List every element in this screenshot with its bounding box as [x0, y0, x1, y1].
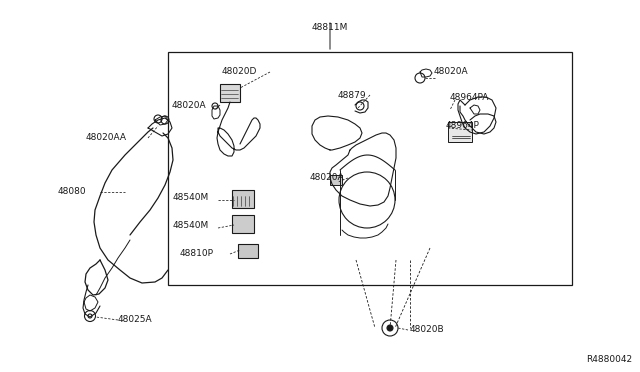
Text: 48811M: 48811M [312, 23, 348, 32]
Bar [168, 52, 572, 285]
Bar [220, 84, 240, 102]
Text: 48020A: 48020A [310, 173, 344, 183]
Text: 48540M: 48540M [173, 192, 209, 202]
Text: 48964PA: 48964PA [450, 93, 490, 103]
Text: 48020D: 48020D [222, 67, 257, 77]
Text: 48020A: 48020A [434, 67, 468, 77]
Text: 48020A: 48020A [172, 100, 207, 109]
Text: 48020B: 48020B [410, 326, 445, 334]
Text: 48020AA: 48020AA [86, 134, 127, 142]
Text: 48080: 48080 [58, 187, 86, 196]
Text: 48879: 48879 [338, 90, 367, 99]
Bar [232, 190, 254, 208]
Text: 48025A: 48025A [118, 315, 152, 324]
Bar [330, 175, 342, 185]
Text: 48964P: 48964P [446, 121, 480, 129]
Bar [238, 244, 258, 258]
Text: 48540M: 48540M [173, 221, 209, 230]
Bar [448, 122, 472, 142]
Circle shape [387, 325, 393, 331]
Bar [232, 215, 254, 233]
Text: 48810P: 48810P [180, 250, 214, 259]
Text: R4880042: R4880042 [586, 356, 632, 365]
